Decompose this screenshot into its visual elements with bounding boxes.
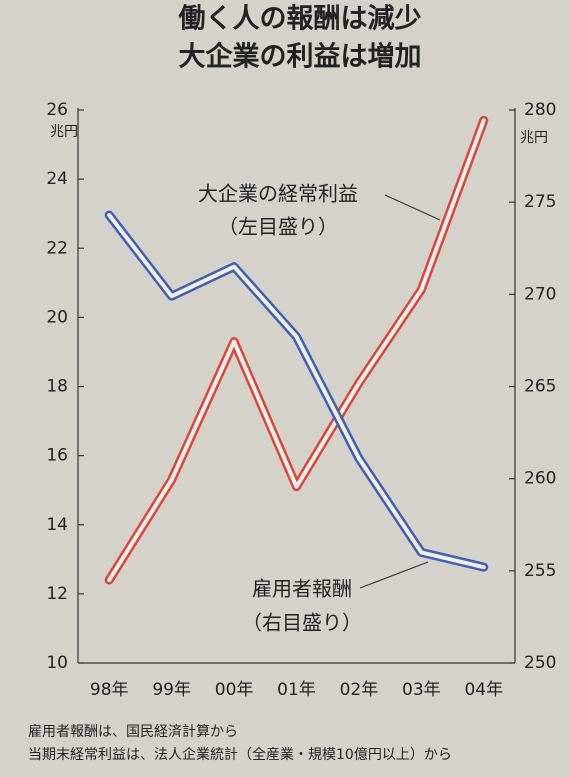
footnote: 雇用者報酬は、国民経済計算から [28, 723, 238, 740]
y-axis-unit: 兆円 [50, 124, 78, 140]
annotation: （右目盛り） [242, 611, 362, 635]
y-tick-label: 22 [46, 238, 68, 258]
y2-tick-label: 265 [524, 377, 556, 397]
x-tick-label: 98年 [90, 680, 129, 700]
y-tick-label: 14 [46, 515, 68, 535]
y2-tick-label: 260 [524, 469, 556, 489]
y-tick-label: 24 [46, 169, 68, 189]
y2-tick-label: 275 [524, 192, 556, 212]
annotation: （左目盛り） [218, 215, 338, 239]
y-tick-label: 26 [46, 100, 68, 120]
series-line-highlight [107, 118, 486, 583]
y-tick-label: 12 [46, 584, 68, 604]
y-tick-label: 18 [46, 377, 68, 397]
y-tick-label: 16 [46, 446, 68, 466]
x-tick-label: 01年 [277, 680, 316, 700]
y2-tick-label: 280 [524, 100, 556, 120]
x-tick-label: 03年 [402, 680, 441, 700]
x-tick-label: 04年 [464, 680, 503, 700]
y2-axis-unit: 兆円 [520, 130, 548, 146]
series-label: 大企業の経常利益 [198, 182, 358, 206]
y-tick-label: 20 [46, 307, 68, 327]
footnote: 当期末経常利益は、法人企業統計（全産業・規模10億円以上）から [28, 746, 452, 763]
y2-tick-label: 255 [524, 561, 556, 581]
x-tick-label: 00年 [215, 680, 254, 700]
leader-line [384, 194, 441, 221]
x-tick-label: 02年 [340, 680, 379, 700]
y2-tick-label: 250 [524, 653, 556, 673]
chart-title: 大企業の利益は増加 [179, 41, 422, 73]
leader-line [359, 561, 429, 589]
series-line-highlight [107, 213, 486, 570]
y2-tick-label: 270 [524, 284, 556, 304]
series-label: 雇用者報酬 [252, 577, 352, 601]
chart-title: 働く人の報酬は減少 [179, 4, 422, 35]
x-tick-label: 99年 [152, 680, 191, 700]
y-tick-label: 10 [46, 653, 68, 673]
